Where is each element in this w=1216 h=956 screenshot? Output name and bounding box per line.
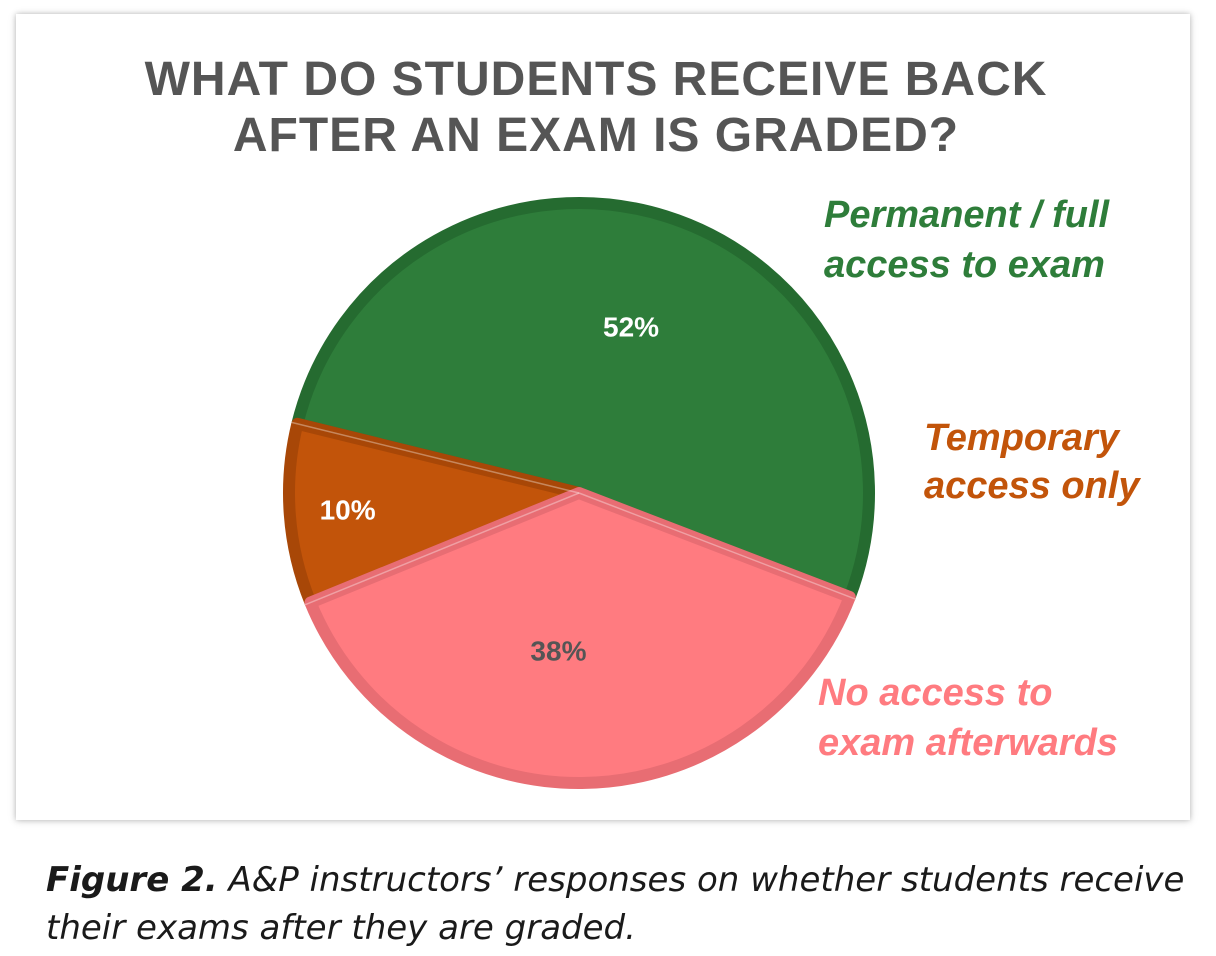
chart-title-line-2: AFTER AN EXAM IS GRADED?: [232, 109, 960, 162]
slice-category-label-line: access to exam: [824, 244, 1105, 286]
slice-value-label-1: 52%: [603, 311, 659, 342]
slice-category-label-line: No access to: [818, 672, 1052, 714]
slice-category-label-line: Temporary: [924, 417, 1121, 459]
chart-title: WHAT DO STUDENTS RECEIVE BACK AFTER AN E…: [16, 52, 1176, 164]
slice-category-label-line: access only: [924, 465, 1141, 507]
chart-title-line-1: WHAT DO STUDENTS RECEIVE BACK: [144, 53, 1048, 106]
slice-separator: [304, 492, 580, 606]
caption-text: A&P instructors’ responses on whether st…: [46, 860, 1185, 948]
chart-card: WHAT DO STUDENTS RECEIVE BACK AFTER AN E…: [16, 14, 1190, 820]
slice-value-label-2: 10%: [320, 494, 376, 525]
pie-chart: 52% 10% 38% Permanent / full access to exam T…: [283, 194, 1141, 789]
slice-value-label-3: 38%: [530, 636, 586, 667]
pie-slice-1: [291, 197, 875, 603]
slice-separator: [291, 421, 580, 494]
slice-separator: [578, 492, 856, 600]
figure-caption: Figure 2. A&P instructors’ responses on …: [46, 856, 1196, 952]
slice-category-label-2: Temporary access only: [924, 417, 1141, 507]
caption-label: Figure 2.: [46, 860, 218, 900]
slice-category-label-3: No access to exam afterwards: [818, 672, 1118, 764]
slice-category-label-1: Permanent / full access to exam: [824, 194, 1110, 286]
slice-category-label-line: Permanent / full: [824, 194, 1110, 236]
pie-slice-3: [304, 487, 856, 789]
pie-slice-2: [283, 417, 585, 609]
slice-category-label-line: exam afterwards: [818, 722, 1118, 764]
